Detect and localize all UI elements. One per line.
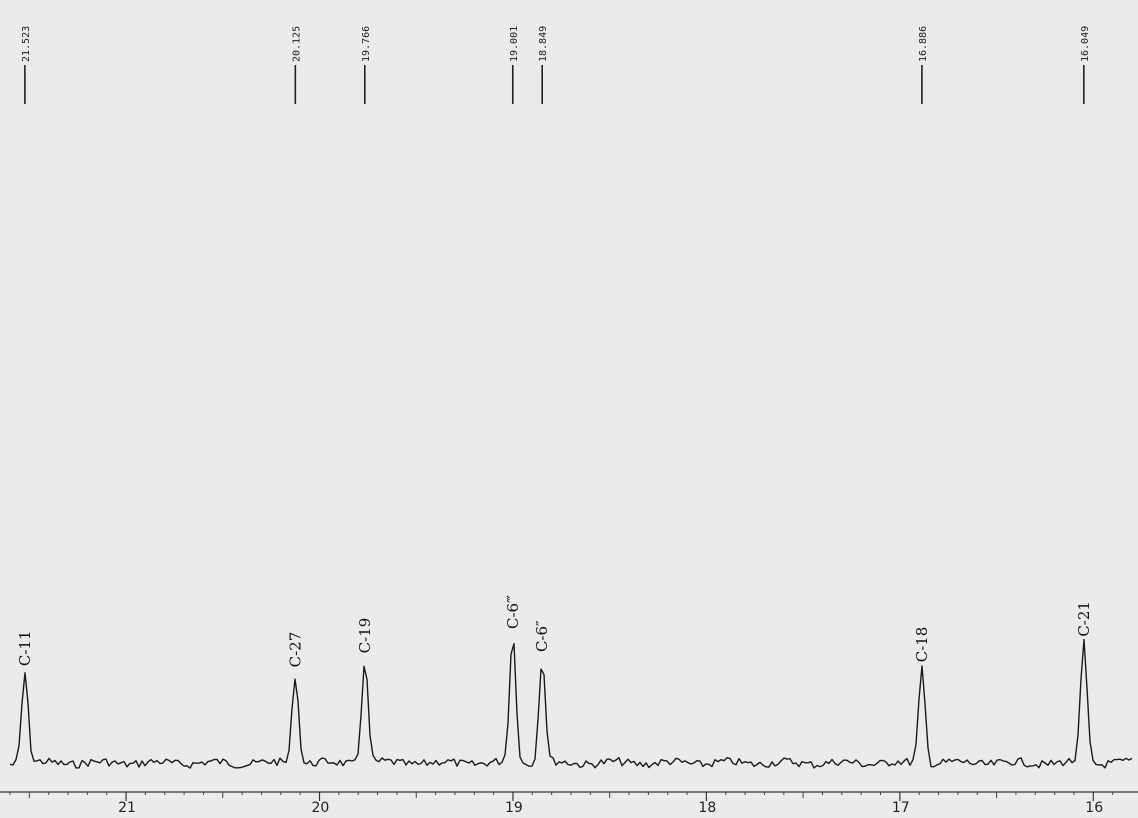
peak-assignment-1: C-27	[286, 632, 304, 668]
peak-shift-label-3: 19.001	[509, 26, 520, 62]
x-axis: 21 20 19 18 17 16	[0, 791, 1138, 816]
x-tick-label-0: 21	[118, 800, 136, 816]
x-tick-label-1: 20	[312, 800, 330, 816]
peak-assignment-0: C-11	[16, 630, 34, 666]
x-tick-label-2: 19	[505, 800, 523, 816]
x-tick-label-3: 18	[698, 800, 716, 816]
peak-shift-label-6: 16.049	[1080, 26, 1091, 62]
spectrum-trace-group	[9, 638, 1133, 769]
peak-shift-label-1: 20.125	[291, 26, 302, 62]
peak-assignment-4: C-6″	[533, 620, 551, 652]
peak-assignment-2: C-19	[356, 618, 374, 654]
peak-shift-label-2: 19.766	[361, 26, 372, 62]
peak-shift-label-5: 16.886	[918, 26, 929, 62]
peak-assignment-3: C-6‴	[504, 595, 522, 629]
peak-shift-label-4: 18.849	[538, 26, 549, 62]
peak-assignment-6: C-21	[1075, 601, 1093, 637]
spectrum-trace	[9, 638, 1133, 769]
peak-shift-label-0: 21.523	[21, 26, 32, 62]
x-tick-label-4: 17	[892, 800, 910, 816]
x-tick-label-5: 16	[1085, 800, 1103, 816]
peak-shift-markers: 21.523 20.125 19.766 19.001 18.849 16.886 16.0…	[21, 26, 1091, 104]
peak-assignment-labels: C-11 C-27 C-19 C-6‴ C-6″ C-18 C-21	[16, 595, 1093, 667]
peak-assignment-5: C-18	[913, 627, 931, 663]
